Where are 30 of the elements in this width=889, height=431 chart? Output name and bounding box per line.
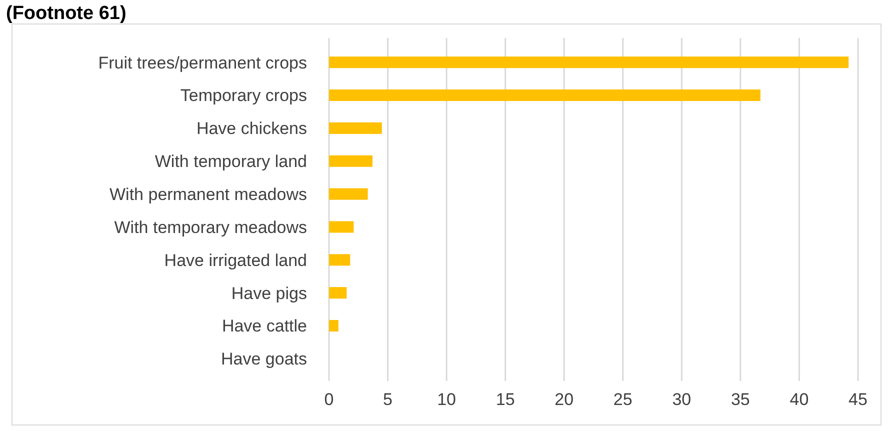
bar (329, 287, 347, 299)
text: (Footnote 61) (6, 3, 126, 24)
x-tick-label: 15 (496, 390, 515, 409)
x-tick-label: 40 (790, 390, 809, 409)
bar (329, 155, 372, 167)
x-tick-label: 35 (730, 390, 750, 409)
x-tick-label: 45 (848, 390, 868, 409)
x-tick-label: 20 (554, 390, 574, 409)
x-tick-label: 25 (613, 390, 632, 409)
y-tick-label: Fruit trees/permanent crops (98, 53, 307, 72)
y-tick-label: Have chickens (196, 119, 307, 138)
x-tick-label: 30 (672, 390, 692, 409)
x-tick-label: 10 (437, 390, 456, 409)
y-tick-label: With permanent meadows (110, 184, 307, 204)
y-tick-label: With temporary meadows (114, 218, 307, 237)
x-tick-label: 0 (324, 390, 334, 409)
bar (329, 89, 760, 101)
y-tick-label: With temporary land (154, 152, 307, 172)
y-tick-label: Have irrigated land (164, 250, 307, 270)
bar (329, 122, 382, 134)
bar (329, 221, 354, 233)
y-tick-label: Have cattle (222, 316, 307, 336)
x-tick-label: 5 (383, 390, 393, 409)
bar (329, 56, 849, 68)
bar (329, 188, 368, 200)
y-tick-label: Have goats (221, 350, 307, 369)
y-tick-label: Have pigs (231, 284, 307, 303)
y-tick-label: Temporary crops (180, 86, 307, 106)
bar (329, 254, 350, 266)
bar (329, 320, 338, 332)
